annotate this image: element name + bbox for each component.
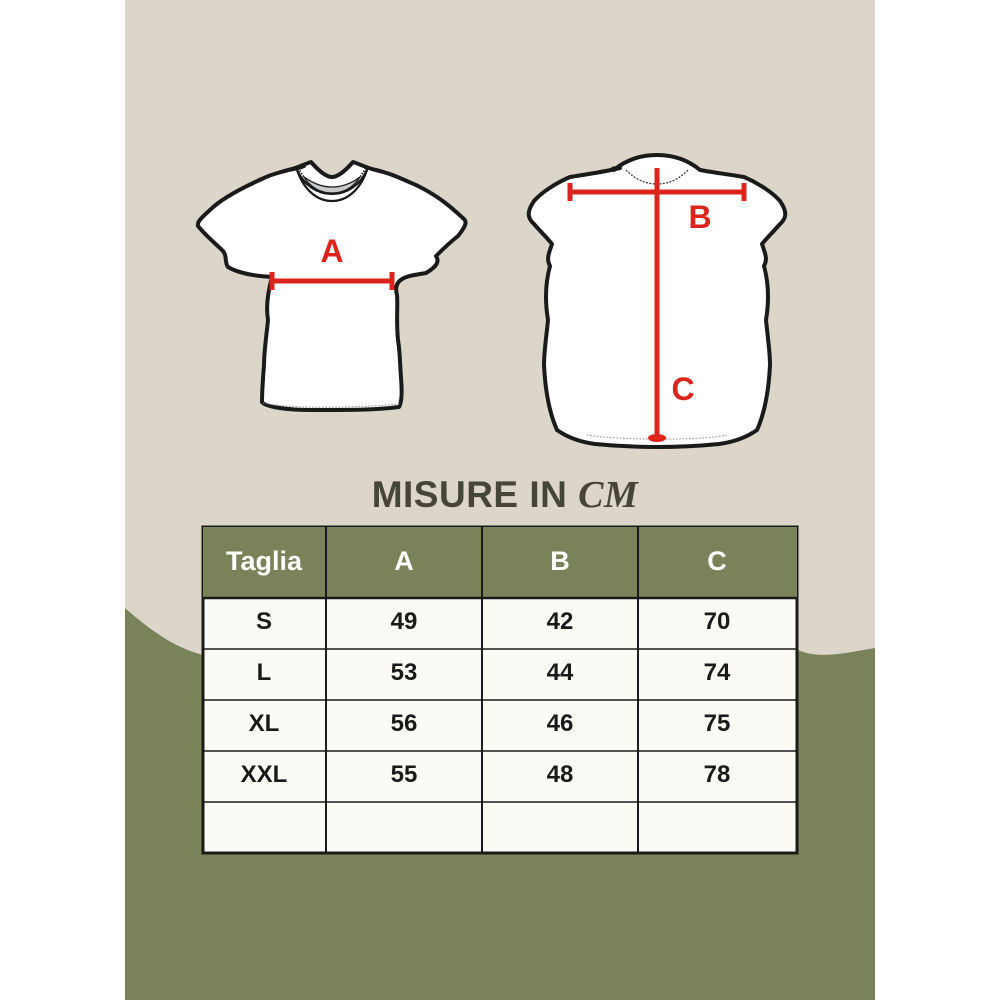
svg-text:XL: XL	[249, 710, 280, 737]
svg-text:48: 48	[547, 761, 574, 788]
svg-text:70: 70	[704, 608, 731, 635]
svg-text:Taglia: Taglia	[226, 546, 303, 576]
svg-text:56: 56	[391, 710, 418, 737]
svg-text:53: 53	[391, 659, 418, 686]
svg-text:MISURE IN CM: MISURE IN CM	[372, 474, 639, 516]
svg-text:46: 46	[547, 710, 574, 737]
svg-text:A: A	[394, 546, 414, 576]
svg-text:42: 42	[547, 608, 574, 635]
svg-text:49: 49	[391, 608, 418, 635]
svg-text:44: 44	[547, 659, 574, 686]
svg-text:XXL: XXL	[241, 761, 288, 788]
svg-text:B: B	[688, 199, 711, 235]
svg-text:75: 75	[704, 710, 731, 737]
svg-text:B: B	[550, 546, 570, 576]
svg-text:C: C	[671, 371, 694, 407]
svg-text:C: C	[707, 546, 727, 576]
svg-text:55: 55	[391, 761, 418, 788]
svg-text:S: S	[256, 608, 272, 635]
svg-text:78: 78	[704, 761, 731, 788]
svg-text:74: 74	[704, 659, 731, 686]
svg-text:A: A	[320, 233, 343, 269]
svg-text:L: L	[257, 659, 272, 686]
